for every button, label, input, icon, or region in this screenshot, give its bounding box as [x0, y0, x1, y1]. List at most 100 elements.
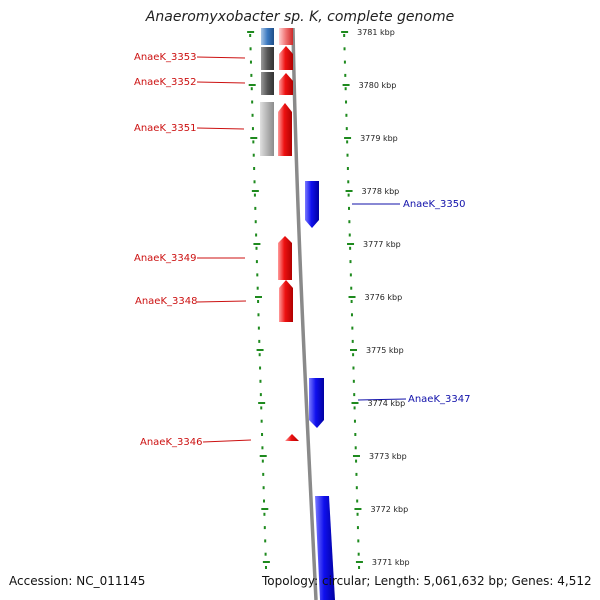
scale-dot [346, 153, 349, 157]
scale-dot [259, 366, 262, 370]
scale-tick-label: 3773 kbp [369, 452, 407, 461]
scale-dot [253, 180, 256, 184]
scale-dot [264, 566, 267, 569]
scale-major-tick [354, 508, 362, 510]
scale-major-tick [351, 402, 359, 404]
scale-dot [253, 193, 256, 197]
scale-dot [349, 260, 352, 264]
scale-major-tick [259, 455, 267, 457]
gene-arrow-partial[interactable] [279, 28, 293, 45]
scale-dot [263, 499, 266, 503]
gene-arrow-AnaeK_3347[interactable] [309, 378, 324, 428]
scale-dot [349, 246, 352, 250]
genome-backbone [291, 27, 318, 600]
scale-tick-label: 3776 kbp [365, 293, 403, 302]
feature-box [261, 72, 274, 95]
scale-dot [261, 446, 264, 450]
scale-dot [345, 100, 348, 104]
scale-major-tick [348, 296, 356, 298]
scale-dot [353, 419, 356, 423]
scale-dot [357, 539, 360, 543]
scale-dot [355, 459, 358, 463]
gene-arrow-AnaeK_3352[interactable] [279, 73, 293, 95]
scale-dot [260, 419, 263, 423]
scale-major-tick [258, 402, 266, 404]
scale-dot [263, 526, 266, 530]
gene-arrow-partial-bottom[interactable] [315, 496, 335, 600]
feature-track-left [260, 28, 274, 156]
scale-dot [264, 552, 267, 556]
scale-major-tick [342, 84, 350, 86]
scale-dot [253, 167, 256, 170]
scale-dot [256, 286, 259, 290]
scale-dot [357, 552, 360, 556]
feature-box [261, 28, 274, 45]
scale-dot [348, 220, 351, 224]
scale-dot [344, 87, 347, 91]
scale-major-tick [345, 190, 353, 192]
scale-major-tick [341, 31, 349, 33]
gene-arrow-AnaeK_3351[interactable] [278, 103, 292, 156]
scale-dot [355, 472, 358, 476]
feature-box [261, 47, 274, 70]
scale-dot [259, 379, 262, 383]
scale-major-tick [347, 243, 355, 245]
scale-major-tick [251, 190, 259, 192]
scale-dot [255, 260, 258, 264]
gene-label[interactable]: AnaeK_3350 [403, 199, 465, 210]
scale-tick-label: 3771 kbp [372, 558, 410, 567]
scale-tick-label: 3779 kbp [360, 134, 398, 143]
scale-tick-label: 3778 kbp [362, 187, 400, 196]
scale-dot [355, 486, 358, 490]
gene-label[interactable]: AnaeK_3349 [134, 253, 196, 264]
scale-dots [247, 31, 363, 569]
scale-dot [345, 113, 348, 117]
scale-dot [262, 486, 265, 490]
scale-dot [353, 406, 356, 410]
scale-dot [352, 353, 355, 357]
scale-dot [352, 379, 355, 383]
scale-major-tick [254, 296, 262, 298]
scale-tick-labels: 3781 kbp 3780 kbp 3779 kbp 3778 kbp 3777 kbp… [357, 28, 410, 567]
scale-dot [255, 246, 258, 250]
gene-label[interactable]: AnaeK_3352 [134, 77, 196, 88]
scale-dot [250, 87, 253, 91]
scale-major-tick [344, 137, 352, 139]
gene-arrow-AnaeK_3346[interactable] [285, 434, 299, 441]
scale-dot [256, 273, 259, 277]
scale-dot [354, 433, 357, 436]
gene-label[interactable]: AnaeK_3346 [140, 437, 202, 448]
gene-label[interactable]: AnaeK_3351 [134, 123, 196, 134]
scale-dot [350, 286, 353, 290]
scale-dot [258, 339, 261, 343]
scale-dot [249, 34, 252, 37]
gene-track[interactable] [278, 28, 335, 600]
scale-dot [350, 300, 353, 303]
gene-arrow-AnaeK_3348[interactable] [279, 280, 293, 322]
scale-tick-label: 3775 kbp [366, 346, 404, 355]
scale-major-tick [261, 508, 269, 510]
gene-label[interactable]: AnaeK_3347 [408, 394, 470, 405]
gene-label[interactable]: AnaeK_3348 [135, 296, 197, 307]
scale-dot [252, 153, 255, 157]
gene-arrow-AnaeK_3349[interactable] [278, 236, 292, 280]
gene-arrow-AnaeK_3353[interactable] [279, 46, 293, 70]
scale-dot [351, 326, 354, 330]
scale-major-tick [247, 31, 255, 33]
scale-dot [249, 60, 252, 64]
scale-dot [251, 113, 254, 117]
gene-arrow-AnaeK_3350[interactable] [305, 181, 319, 228]
scale-dot [343, 60, 346, 64]
scale-dot [351, 339, 354, 343]
gene-labels: AnaeK_3353 AnaeK_3352 AnaeK_3351 AnaeK_3… [134, 52, 470, 448]
gene-label[interactable]: AnaeK_3353 [134, 52, 196, 63]
scale-dot [254, 206, 257, 210]
scale-tick-label: 3780 kbp [359, 81, 397, 90]
scale-dot [343, 34, 346, 37]
scale-dot [349, 273, 352, 277]
accession-text: Accession: NC_011145 [9, 574, 146, 588]
label-leaders [196, 56, 407, 443]
scale-dot [261, 459, 264, 463]
scale-dot [263, 512, 266, 516]
